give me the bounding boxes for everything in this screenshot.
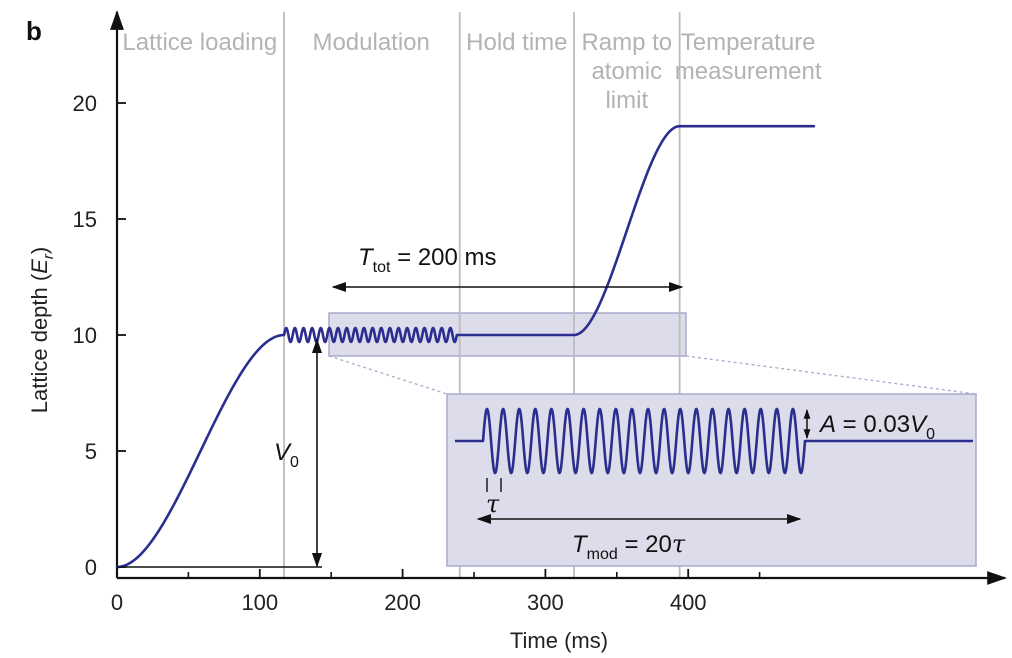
x-tick-label: 300 — [527, 590, 564, 615]
lattice-depth-curve — [115, 124, 816, 569]
phase-labels: Lattice loading Modulation Hold time Ramp t… — [122, 29, 821, 114]
x-axis-label: Time (ms) — [510, 628, 608, 653]
modulation-inset: A = 0.03V0 τ Tmod = 20τ — [446, 393, 977, 567]
zoom-line-right — [685, 355, 977, 395]
x-tick-label: 100 — [241, 590, 278, 615]
x-ticks: 0 100 200 300 400 — [111, 569, 761, 615]
y-tick-label: 20 — [73, 91, 97, 116]
inset-modulation-wave — [455, 407, 973, 475]
phase-label-5: Temperature measurement — [675, 29, 822, 85]
ttot-label: Ttot = 200 ms — [358, 244, 497, 276]
phase-label-3: Hold time — [466, 29, 567, 56]
phase-label-1: Lattice loading — [122, 29, 277, 56]
y-axis-label: Lattice depth (Er) — [27, 247, 57, 413]
inset-box — [446, 393, 977, 567]
panel-label: b — [26, 16, 42, 46]
y-ticks: 0 5 10 15 20 — [73, 91, 126, 580]
y-tick-label: 10 — [73, 323, 97, 348]
y-tick-label: 15 — [73, 207, 97, 232]
amp-label: A = 0.03V0 — [818, 411, 935, 443]
tau-label: τ — [486, 490, 500, 518]
y-tick-label: 5 — [85, 439, 97, 464]
y-tick-label: 0 — [85, 555, 97, 580]
x-tick-label: 200 — [384, 590, 421, 615]
x-tick-label: 0 — [111, 590, 123, 615]
zoom-line-left — [328, 355, 448, 395]
tmod-label: Tmod = 20τ — [572, 530, 686, 563]
x-tick-label: 400 — [670, 590, 707, 615]
phase-label-4: Ramp to atomic limit — [581, 29, 672, 114]
v0-label: V0 — [274, 439, 299, 471]
phase-label-2: Modulation — [312, 29, 429, 56]
